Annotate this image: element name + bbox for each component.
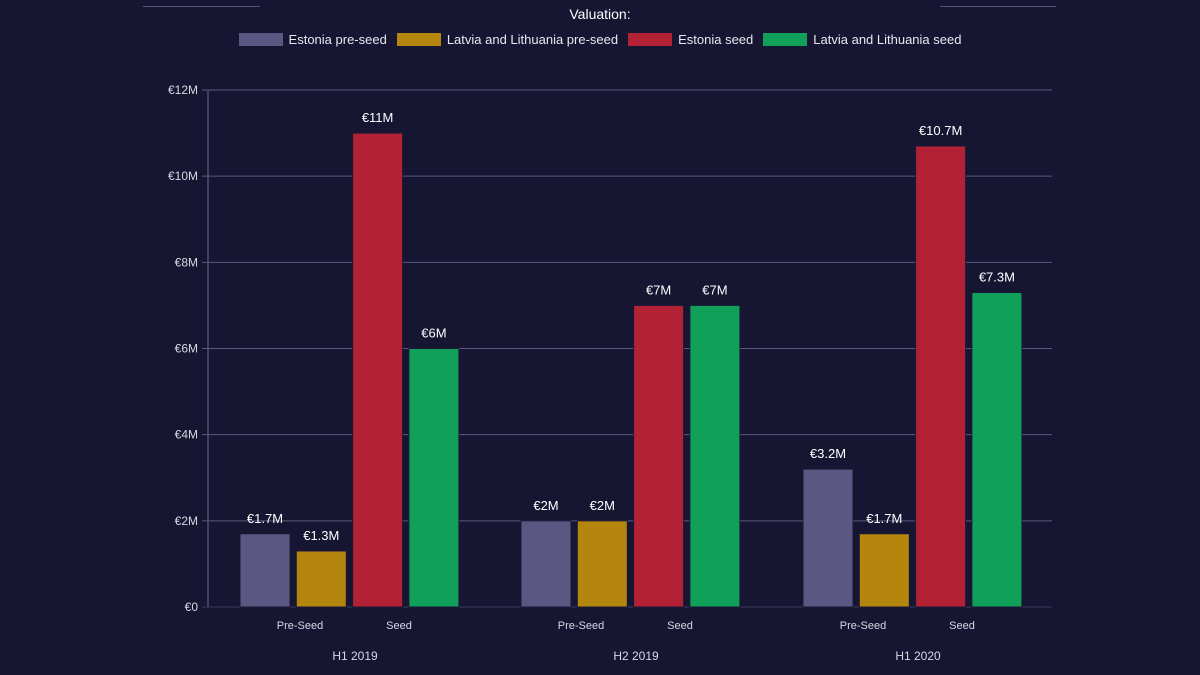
bar[interactable] bbox=[633, 304, 685, 608]
y-tick-label: €8M bbox=[175, 255, 198, 269]
bar[interactable] bbox=[295, 550, 347, 608]
data-label: €6M bbox=[421, 326, 446, 341]
legend-swatch bbox=[238, 33, 283, 46]
bar[interactable] bbox=[802, 468, 854, 608]
x-subcategory-label: Pre-Seed bbox=[840, 620, 886, 632]
x-group-label: H2 2019 bbox=[613, 649, 659, 663]
legend-label: Estonia seed bbox=[678, 32, 754, 47]
legend-item-estonia-seed[interactable]: Estonia seed bbox=[628, 32, 753, 47]
data-label: €10.7M bbox=[919, 123, 962, 138]
legend-swatch bbox=[396, 33, 441, 46]
bar[interactable] bbox=[352, 132, 404, 608]
x-subcategory-label: Seed bbox=[667, 620, 693, 632]
y-tick-label: €10M bbox=[168, 169, 198, 183]
legend-swatch bbox=[628, 33, 673, 46]
data-label: €7.3M bbox=[979, 269, 1015, 284]
x-group-label: H1 2020 bbox=[895, 649, 941, 663]
x-subcategory-label: Seed bbox=[949, 620, 975, 632]
legend-item-lv-lt-preseed[interactable]: Latvia and Lithuania pre-seed bbox=[396, 32, 619, 47]
top-right-divider bbox=[940, 6, 1056, 7]
bar[interactable] bbox=[576, 520, 628, 608]
data-label: €2M bbox=[590, 498, 615, 513]
legend-label: Estonia pre-seed bbox=[288, 32, 387, 47]
data-label: €7M bbox=[646, 282, 671, 297]
y-tick-label: €6M bbox=[175, 342, 198, 356]
bar[interactable] bbox=[858, 533, 910, 608]
bar[interactable] bbox=[915, 145, 967, 608]
legend: Estonia pre-seed Latvia and Lithuania pr… bbox=[0, 32, 1200, 47]
x-subcategory-label: Pre-Seed bbox=[277, 620, 323, 632]
legend-item-estonia-preseed[interactable]: Estonia pre-seed bbox=[238, 32, 387, 47]
x-subcategory-label: Pre-Seed bbox=[558, 620, 604, 632]
bar[interactable] bbox=[971, 291, 1023, 608]
data-label: €11M bbox=[362, 110, 394, 125]
legend-item-lv-lt-seed[interactable]: Latvia and Lithuania seed bbox=[763, 32, 961, 47]
legend-label: Latvia and Lithuania pre-seed bbox=[446, 32, 619, 47]
data-label: €7M bbox=[702, 282, 727, 297]
bar[interactable] bbox=[520, 520, 572, 608]
legend-swatch bbox=[763, 33, 808, 46]
x-group-label: H1 2019 bbox=[332, 649, 378, 663]
y-tick-label: €0 bbox=[185, 600, 199, 614]
bar[interactable] bbox=[408, 348, 460, 608]
data-label: €1.7M bbox=[866, 511, 902, 526]
data-label: €1.7M bbox=[247, 511, 283, 526]
y-tick-label: €4M bbox=[175, 428, 198, 442]
y-tick-label: €12M bbox=[168, 83, 198, 97]
y-tick-label: €2M bbox=[175, 514, 198, 528]
bar[interactable] bbox=[689, 304, 741, 608]
data-label: €2M bbox=[533, 498, 558, 513]
x-subcategory-label: Seed bbox=[386, 620, 412, 632]
legend-label: Latvia and Lithuania seed bbox=[813, 32, 962, 47]
data-label: €1.3M bbox=[303, 528, 339, 543]
top-left-divider bbox=[143, 6, 260, 7]
bar[interactable] bbox=[239, 533, 291, 608]
data-label: €3.2M bbox=[810, 446, 846, 461]
chart-title: Valuation: bbox=[569, 6, 631, 22]
